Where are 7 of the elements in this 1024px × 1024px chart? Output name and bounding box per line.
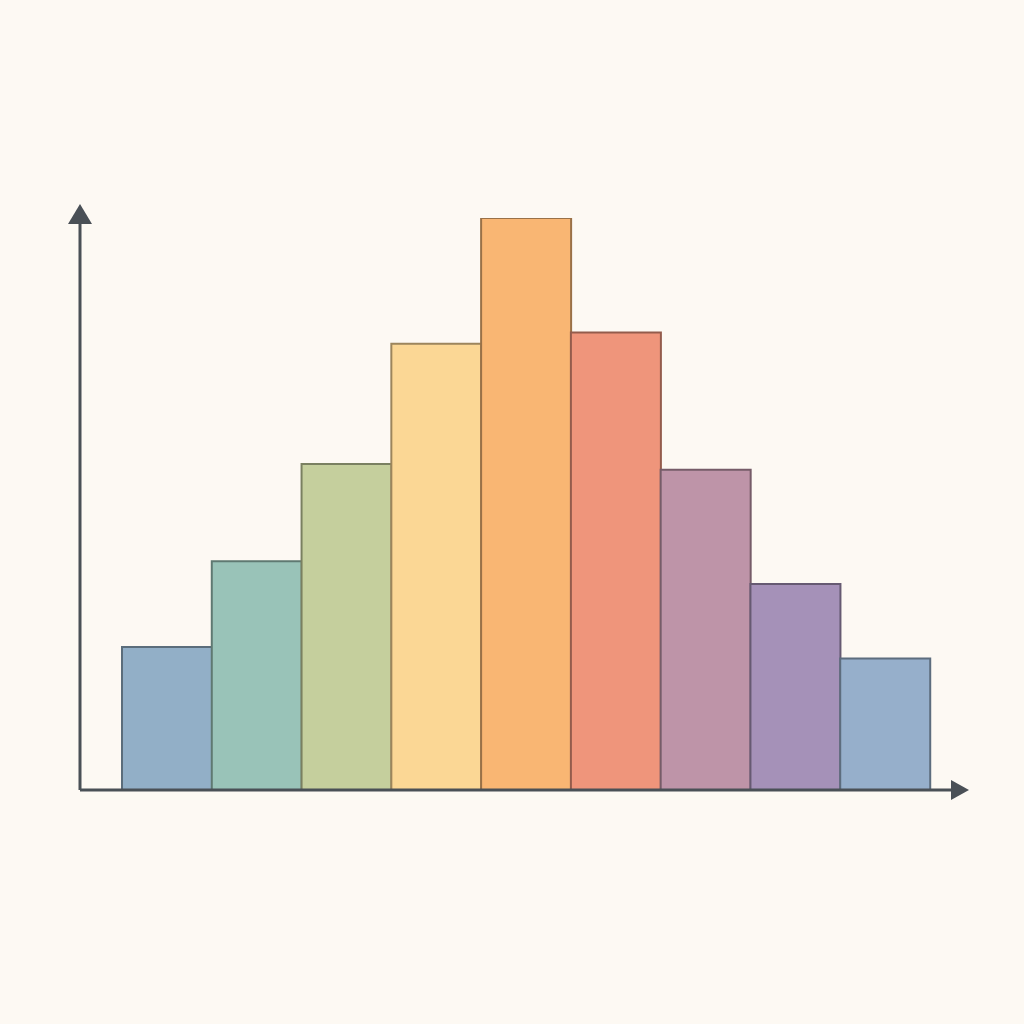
bar <box>390 342 483 790</box>
bar <box>839 657 932 790</box>
bar <box>659 468 752 790</box>
bar <box>300 462 393 790</box>
bar <box>480 218 573 790</box>
bar <box>749 583 842 790</box>
bar <box>569 331 662 790</box>
